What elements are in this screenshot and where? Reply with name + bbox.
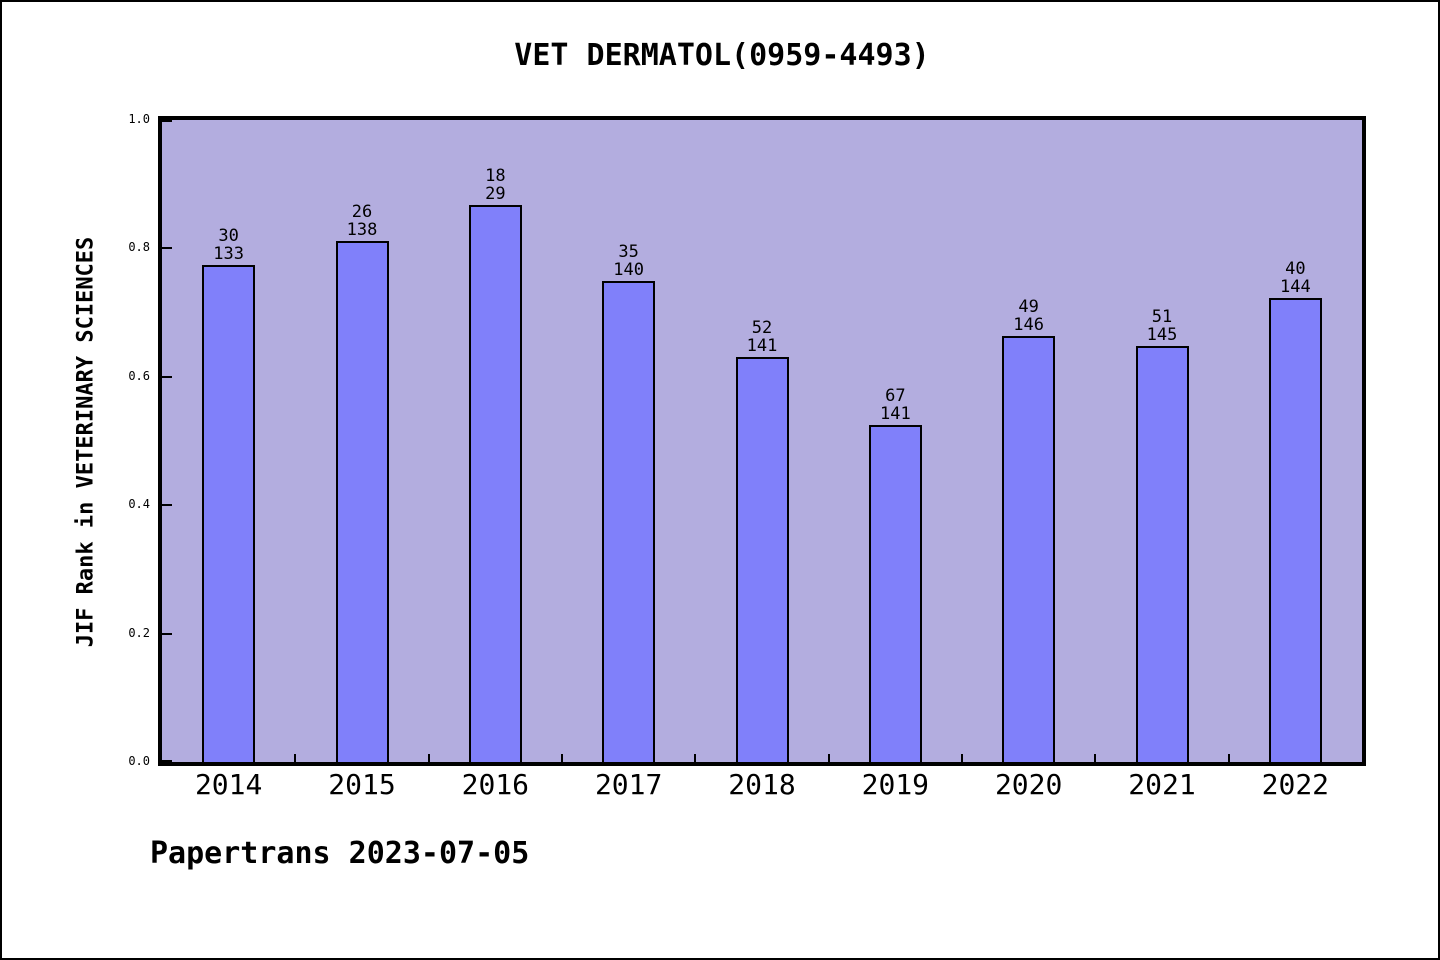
bar-2022 bbox=[1268, 298, 1322, 762]
x-axis-year-label: 2018 bbox=[728, 768, 796, 801]
bar-label-2018: 52 141 bbox=[747, 319, 778, 355]
y-tick-mark bbox=[162, 247, 172, 250]
bar-rank-value: 26 bbox=[351, 201, 373, 222]
x-axis-year-label: 2014 bbox=[194, 768, 263, 801]
bar-rank-value: 35 bbox=[618, 241, 639, 262]
x-tick-mark bbox=[1227, 754, 1230, 762]
bar-label-2020: 49 146 bbox=[1013, 298, 1044, 334]
y-tick-mark bbox=[162, 504, 172, 507]
x-tick-mark bbox=[427, 754, 430, 762]
bar-2020 bbox=[1002, 335, 1056, 762]
bar-2014 bbox=[202, 265, 256, 762]
bar-total-value: 138 bbox=[346, 219, 378, 240]
x-tick-mark bbox=[694, 754, 697, 762]
bar-total-value: 146 bbox=[1013, 314, 1045, 335]
bar-2021 bbox=[1135, 345, 1189, 762]
bar-label-2014: 30 133 bbox=[213, 227, 244, 263]
bar-2018 bbox=[735, 356, 789, 762]
bar-label-2019: 67 141 bbox=[880, 387, 911, 423]
y-tick-mark bbox=[162, 760, 172, 762]
x-axis-year-label: 2019 bbox=[861, 768, 930, 801]
y-tick-label: 1.0 bbox=[128, 112, 150, 126]
x-axis-year-label: 2020 bbox=[994, 768, 1063, 801]
bar-label-2021: 51 145 bbox=[1147, 308, 1178, 344]
bar-rank-value: 18 bbox=[485, 166, 506, 187]
x-tick-mark bbox=[961, 754, 963, 762]
bar-rank-value: 40 bbox=[1285, 259, 1306, 280]
bar-total-value: 140 bbox=[613, 259, 645, 280]
bar-rank-value: 67 bbox=[885, 385, 906, 406]
bar-rank-value: 52 bbox=[751, 317, 773, 338]
bar-total-value: 133 bbox=[213, 244, 245, 265]
x-axis-year-label: 2022 bbox=[1261, 768, 1330, 801]
x-axis-year-label: 2015 bbox=[328, 768, 396, 801]
x-tick-mark bbox=[1094, 754, 1097, 762]
bar-total-value: 144 bbox=[1279, 277, 1311, 298]
x-axis-year-label: 2017 bbox=[594, 768, 663, 801]
y-tick-label: 0.4 bbox=[128, 497, 150, 512]
y-tick-label: 0.6 bbox=[128, 368, 150, 383]
footer-watermark: Papertrans 2023-07-05 bbox=[150, 836, 530, 871]
x-tick-mark bbox=[561, 754, 563, 762]
x-tick-mark bbox=[294, 754, 297, 762]
y-axis-label: JIF Rank in VETERINARY SCIENCES bbox=[73, 236, 99, 648]
y-tick-mark bbox=[162, 632, 172, 635]
y-tick-mark bbox=[162, 120, 172, 122]
bar-total-value: 141 bbox=[879, 403, 911, 424]
bar-label-2016: 18 29 bbox=[485, 167, 505, 203]
x-tick-mark bbox=[827, 754, 830, 762]
y-tick-label: 0.8 bbox=[128, 240, 150, 255]
bar-label-2022: 40 144 bbox=[1280, 260, 1311, 296]
bar-2017 bbox=[602, 280, 656, 762]
chart-title: VET DERMATOL(0959-4493) bbox=[514, 38, 930, 73]
bar-total-value: 141 bbox=[746, 335, 778, 356]
y-tick-label: 0.2 bbox=[128, 625, 150, 640]
bar-label-2015: 26 138 bbox=[347, 203, 378, 239]
bar-label-2017: 35 140 bbox=[613, 243, 644, 279]
y-tick-mark bbox=[162, 375, 172, 378]
x-axis-year-label: 2016 bbox=[461, 768, 530, 801]
plot-area: 30 133 26 138 18 29 35 140 52 141 67 141 49 146 51 145 4… bbox=[158, 116, 1366, 766]
y-tick-label: 0.0 bbox=[128, 754, 150, 768]
bar-2015 bbox=[335, 240, 389, 762]
bar-total-value: 29 bbox=[485, 184, 506, 205]
bar-rank-value: 49 bbox=[1018, 296, 1039, 317]
bar-2016 bbox=[468, 205, 522, 762]
x-axis-year-label: 2021 bbox=[1128, 768, 1196, 801]
bar-total-value: 145 bbox=[1146, 324, 1178, 345]
bar-rank-value: 51 bbox=[1151, 306, 1173, 327]
bar-2019 bbox=[868, 424, 922, 762]
bar-rank-value: 30 bbox=[218, 226, 239, 247]
plot-inner: 30 133 26 138 18 29 35 140 52 141 67 141 49 146 51 145 4… bbox=[162, 120, 1362, 762]
